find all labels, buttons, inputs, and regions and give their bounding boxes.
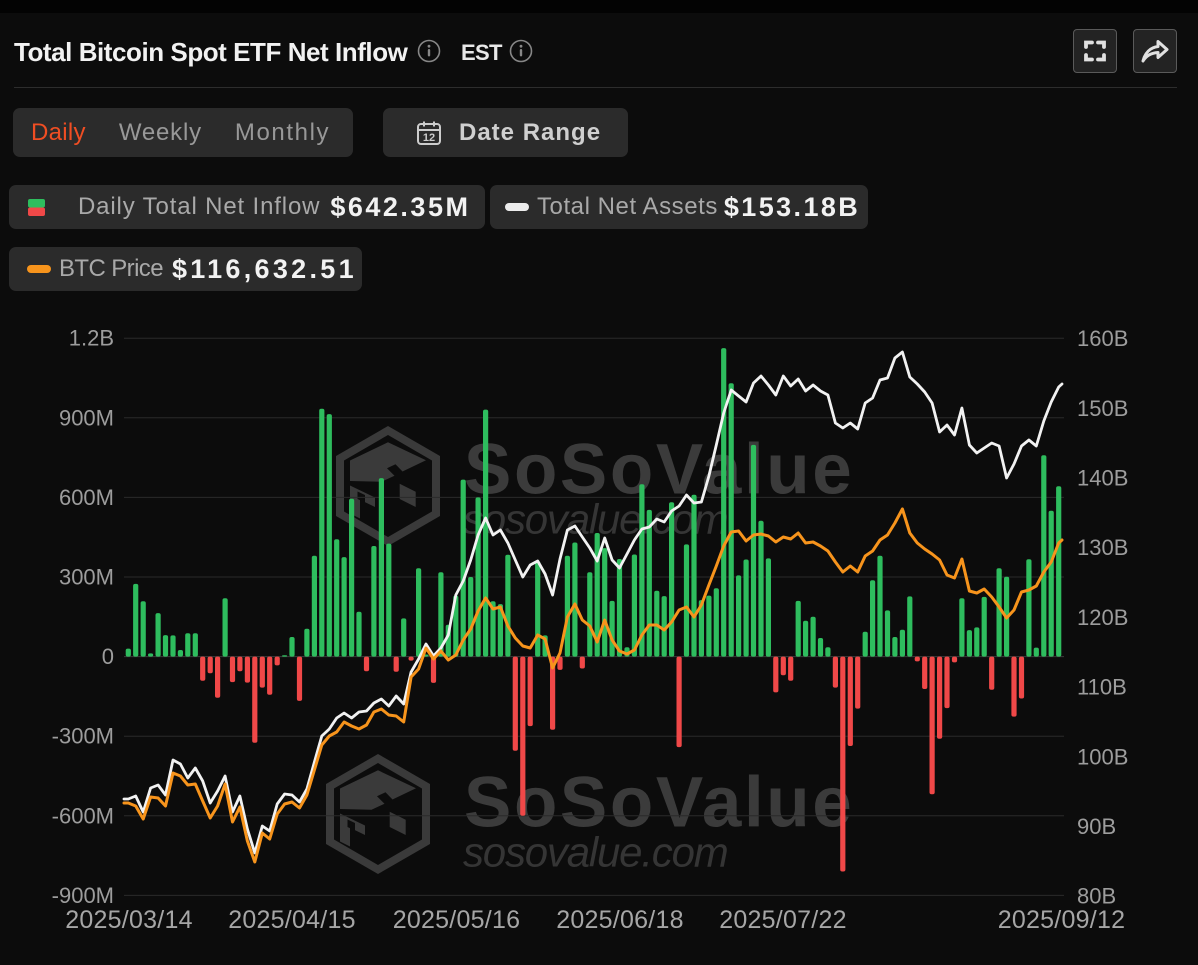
svg-text:2025/06/18: 2025/06/18	[556, 906, 684, 934]
svg-text:-900M: -900M	[52, 883, 114, 908]
svg-text:300M: 300M	[59, 565, 114, 590]
svg-text:-600M: -600M	[52, 803, 114, 828]
svg-text:1.2B: 1.2B	[69, 326, 114, 351]
svg-text:130B: 130B	[1077, 535, 1128, 560]
svg-text:12: 12	[423, 132, 435, 144]
svg-text:90B: 90B	[1077, 814, 1116, 839]
svg-text:2025/05/16: 2025/05/16	[393, 906, 521, 934]
svg-text:2025/03/14: 2025/03/14	[65, 906, 193, 934]
svg-text:0: 0	[102, 644, 114, 669]
svg-text:sosovalue.com: sosovalue.com	[463, 829, 728, 876]
svg-text:SoSoValue: SoSoValue	[464, 431, 854, 510]
svg-text:2025/09/12: 2025/09/12	[998, 906, 1126, 934]
svg-text:150B: 150B	[1077, 396, 1128, 421]
svg-text:600M: 600M	[59, 485, 114, 510]
svg-text:80B: 80B	[1077, 884, 1116, 909]
svg-text:120B: 120B	[1077, 605, 1128, 630]
svg-text:2025/07/22: 2025/07/22	[719, 906, 847, 934]
svg-text:900M: 900M	[59, 405, 114, 430]
svg-text:140B: 140B	[1077, 466, 1128, 491]
svg-text:160B: 160B	[1077, 326, 1128, 351]
svg-text:2025/04/15: 2025/04/15	[228, 906, 356, 934]
svg-text:SoSoValue: SoSoValue	[464, 764, 854, 843]
svg-text:100B: 100B	[1077, 744, 1128, 769]
svg-text:110B: 110B	[1077, 675, 1127, 700]
svg-text:-300M: -300M	[52, 724, 114, 749]
